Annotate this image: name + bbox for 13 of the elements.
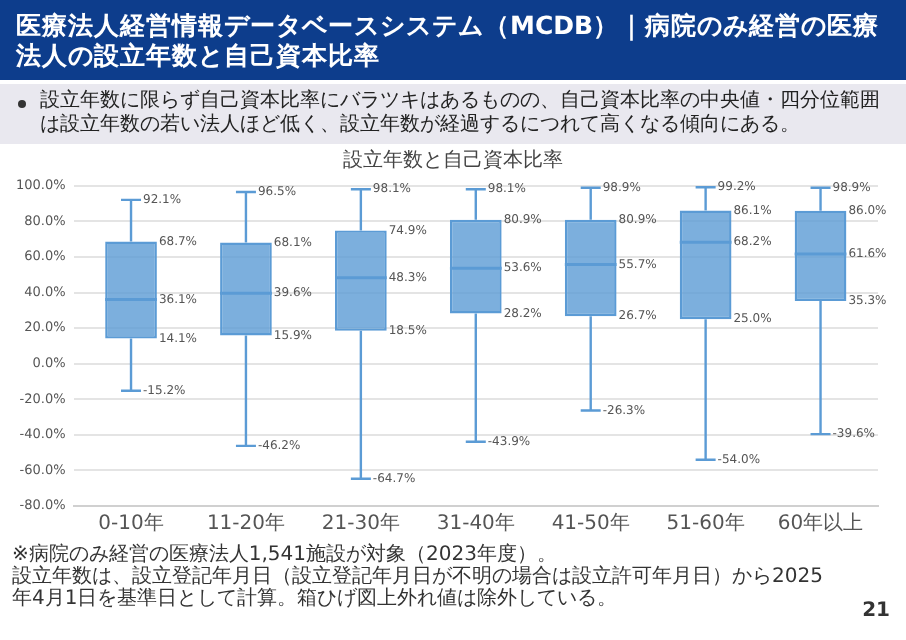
text: 設立年数は、設立登記年月日（設立登記年月日が不明の場合は設立許可年月日）から2025年4月1日を基準日として計算。箱ひげ図上外れ値は除外している。 xyxy=(12,566,825,610)
chart-subtitle: 設立年数に限らず自己資本比率にバラツキはあるものの、自己資本比率の中央値・四分位範囲は設立年数の若い法人ほど低く、設立年数が経過するにつれて高くなる傾向にある。 xyxy=(0,84,906,144)
x-tick-label: 51-60年 xyxy=(666,511,745,536)
x-tick-label: 41-50年 xyxy=(551,511,630,536)
text: 21 xyxy=(862,600,890,622)
x-tick-label: 21-30年 xyxy=(321,511,400,536)
x-tick-label: 11-20年 xyxy=(206,511,286,536)
text: 設立年数と自己資本比率 xyxy=(341,147,565,174)
x-tick-label: 0-10年 xyxy=(98,511,164,536)
chart-title: 医療法人経営情報データベースシステム（MCDB）｜病院のみ経営の医療法人の設立年数と自己資本比率 xyxy=(0,0,906,80)
x-tick-label: 60年以上 xyxy=(777,511,864,536)
x-tick-label: 31-40年 xyxy=(436,511,515,536)
text: ※病院のみ経営の医療法人1,541施設が対象（2023年度）。 xyxy=(12,544,559,566)
